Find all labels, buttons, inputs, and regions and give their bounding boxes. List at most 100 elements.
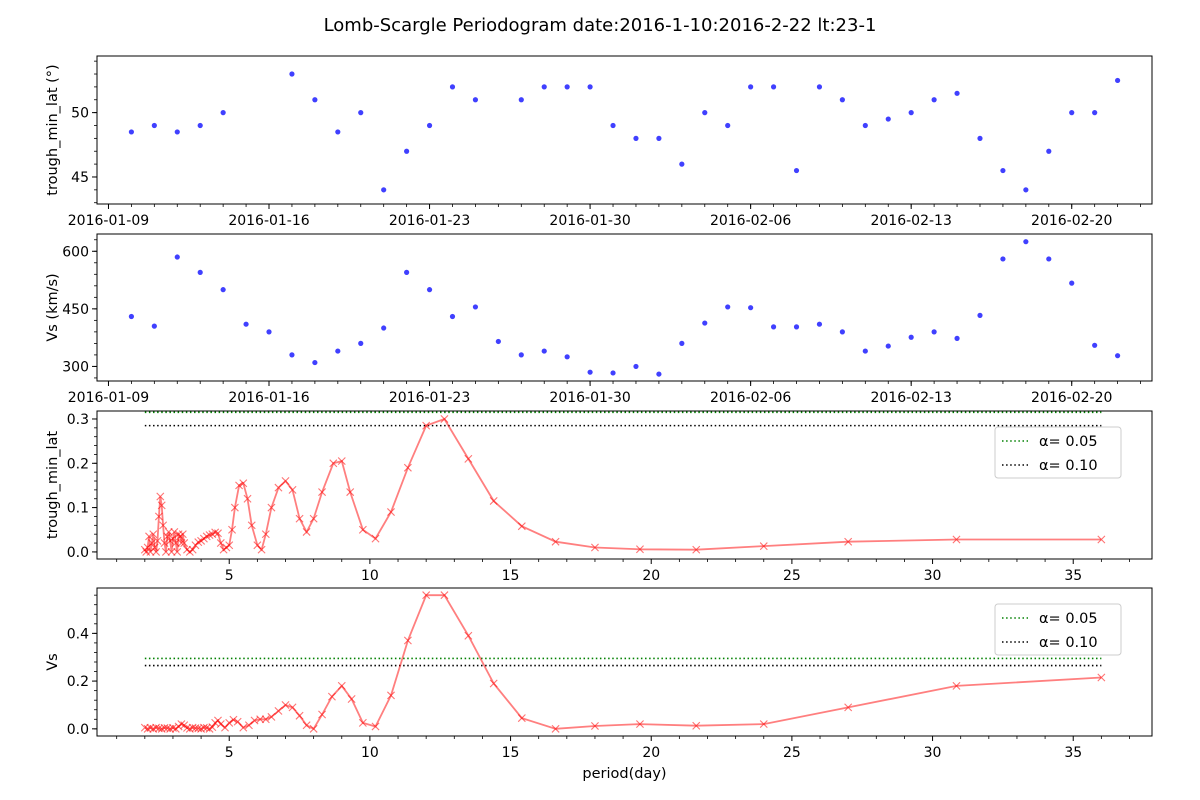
data-marker [464, 631, 473, 640]
data-marker [154, 512, 163, 521]
data-point [128, 129, 135, 135]
data-point [839, 329, 845, 335]
data-marker [551, 537, 560, 546]
data-point [702, 320, 708, 326]
data-marker [288, 485, 297, 494]
axes-frame [96, 587, 1153, 737]
data-point [977, 312, 983, 318]
y-tick-label: 0.0 [67, 545, 89, 561]
data-point [748, 305, 754, 311]
x-tick-label: 2016-02-06 [710, 390, 791, 406]
data-point [793, 324, 800, 330]
data-marker [216, 539, 225, 548]
data-marker [844, 703, 853, 712]
legend-label: α= 0.10 [1039, 458, 1098, 474]
data-marker [159, 521, 168, 530]
data-point [656, 135, 662, 141]
data-marker [371, 722, 380, 731]
data-point [381, 325, 387, 331]
data-point [335, 348, 341, 354]
data-point [587, 369, 593, 375]
data-point [656, 371, 662, 377]
data-marker [167, 547, 176, 556]
x-tick-label: 2016-01-30 [549, 213, 630, 229]
data-point [1046, 148, 1052, 154]
data-marker [309, 724, 318, 733]
data-point [702, 110, 708, 116]
data-marker [295, 711, 304, 720]
data-marker [464, 454, 473, 463]
x-tick-label: 5 [225, 568, 234, 584]
data-marker [318, 710, 327, 719]
data-marker [288, 703, 297, 712]
data-point [1023, 239, 1029, 245]
data-marker [281, 477, 290, 486]
data-marker [1097, 535, 1106, 544]
data-point [197, 122, 203, 129]
y-axis-label: trough_min_lat [45, 431, 61, 540]
data-marker [150, 543, 159, 552]
x-tick-label: 15 [502, 568, 520, 584]
x-tick-label: 2016-02-20 [1031, 390, 1112, 406]
data-marker [422, 591, 431, 600]
data-point [243, 321, 249, 327]
data-point [289, 71, 295, 77]
x-tick-label: 10 [361, 745, 379, 761]
data-marker [489, 679, 498, 688]
y-tick-label: 0.3 [67, 412, 89, 428]
data-marker [157, 501, 166, 510]
data-marker [188, 545, 197, 554]
data-marker [173, 547, 182, 556]
data-marker [274, 483, 283, 492]
axes-frame [96, 410, 1153, 560]
data-marker [358, 718, 367, 727]
data-point [541, 84, 547, 90]
y-axis-label: Vs [45, 653, 61, 670]
data-marker [256, 715, 265, 724]
data-point [312, 359, 318, 366]
data-point [381, 187, 387, 193]
x-tick-label: 2016-02-13 [870, 390, 951, 406]
data-marker [329, 459, 338, 468]
data-point [679, 340, 685, 346]
data-marker [161, 547, 170, 556]
x-tick-label: 35 [1064, 568, 1082, 584]
y-tick-label: 50 [71, 106, 89, 122]
data-marker [692, 545, 701, 554]
data-marker [517, 714, 526, 723]
data-point [358, 340, 364, 346]
data-point [931, 329, 937, 335]
data-point [472, 304, 479, 310]
data-point [266, 329, 272, 335]
data-marker [235, 481, 244, 490]
data-point [151, 122, 157, 129]
data-point [610, 370, 616, 376]
data-marker [309, 514, 318, 523]
data-marker [166, 724, 175, 733]
x-tick-label: 2016-01-23 [389, 213, 470, 229]
legend-box [994, 603, 1122, 656]
data-marker [247, 521, 256, 530]
data-marker [371, 534, 380, 543]
data-marker [205, 531, 214, 540]
y-tick-label: 0.1 [67, 501, 89, 517]
data-point [449, 84, 456, 90]
data-marker [225, 541, 234, 550]
data-marker [403, 636, 412, 645]
data-marker [163, 532, 172, 541]
data-marker [143, 724, 152, 733]
data-marker [164, 527, 173, 536]
data-marker [327, 692, 336, 701]
data-point [151, 323, 157, 329]
data-point [885, 343, 891, 349]
data-marker [170, 527, 179, 536]
data-marker [844, 537, 853, 546]
data-marker [147, 539, 156, 548]
data-marker [257, 545, 266, 554]
data-point [426, 287, 433, 293]
x-tick-label: 30 [924, 568, 942, 584]
data-marker [692, 721, 701, 730]
x-tick-label: 2016-02-13 [870, 213, 951, 229]
data-marker [1097, 673, 1106, 682]
